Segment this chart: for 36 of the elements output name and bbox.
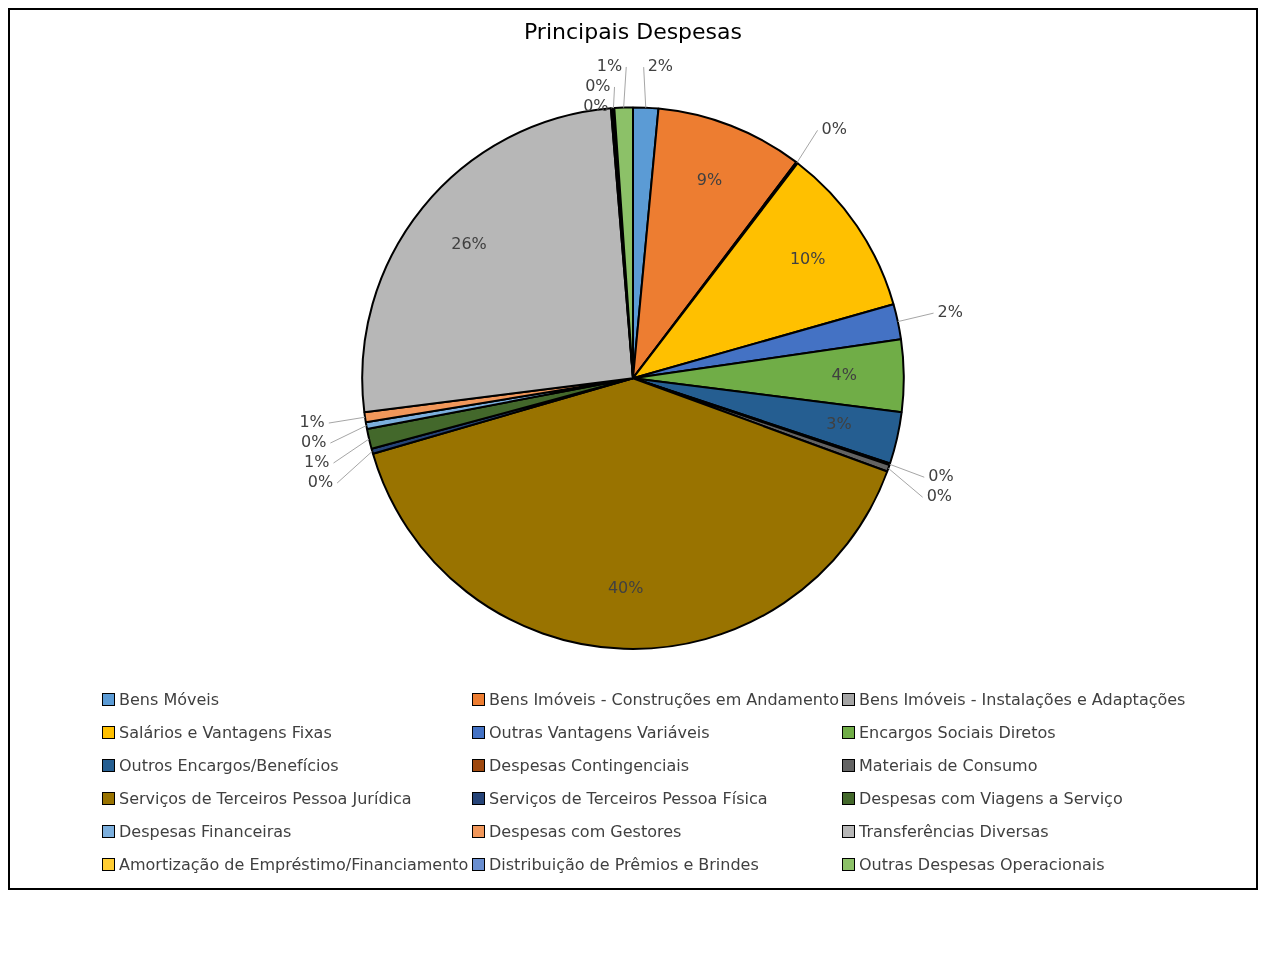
legend-label: Despesas Contingenciais	[489, 756, 689, 775]
data-label: 3%	[826, 414, 852, 434]
data-label: 0%	[307, 472, 334, 492]
data-label: 1%	[596, 56, 623, 76]
legend-label: Outras Despesas Operacionais	[859, 855, 1105, 874]
legend-label: Serviços de Terceiros Pessoa Física	[489, 789, 768, 808]
legend-label: Encargos Sociais Diretos	[859, 723, 1056, 742]
legend-label: Distribuição de Prêmios e Brindes	[489, 855, 759, 874]
legend-label: Salários e Vantagens Fixas	[119, 723, 332, 742]
data-label: 2%	[937, 302, 963, 322]
legend-label: Despesas Financeiras	[119, 822, 292, 841]
legend-label: Outros Encargos/Benefícios	[119, 756, 339, 775]
data-label: 10%	[789, 248, 826, 268]
legend-label: Bens Imóveis - Instalações e Adaptações	[859, 690, 1186, 709]
legend-label: Bens Imóveis - Construções em Andamento	[489, 690, 839, 709]
data-label: 40%	[607, 578, 644, 598]
data-label: 0%	[821, 119, 847, 139]
data-label: 1%	[304, 452, 330, 472]
legend-label: Transferências Diversas	[859, 822, 1049, 841]
legend-label: Materiais de Consumo	[859, 756, 1038, 775]
legend-label: Bens Móveis	[119, 690, 220, 709]
data-label: 9%	[696, 170, 723, 190]
data-label: 0%	[585, 76, 611, 96]
legend-label: Amortização de Empréstimo/Financiamento	[119, 855, 469, 874]
data-label: 0%	[926, 486, 953, 506]
data-label: 2%	[647, 56, 674, 76]
chart-title: Principais Despesas	[523, 18, 743, 44]
data-label: 4%	[831, 365, 857, 385]
legend-label: Outras Vantagens Variáveis	[489, 723, 710, 742]
data-label: 0%	[928, 466, 954, 486]
legend-label: Despesas com Gestores	[489, 822, 682, 841]
data-label: 1%	[299, 412, 325, 432]
legend-label: Despesas com Viagens a Serviço	[859, 789, 1123, 808]
data-label: 0%	[301, 432, 327, 452]
legend-label: Serviços de Terceiros Pessoa Jurídica	[119, 789, 412, 808]
data-label: 26%	[451, 234, 487, 254]
